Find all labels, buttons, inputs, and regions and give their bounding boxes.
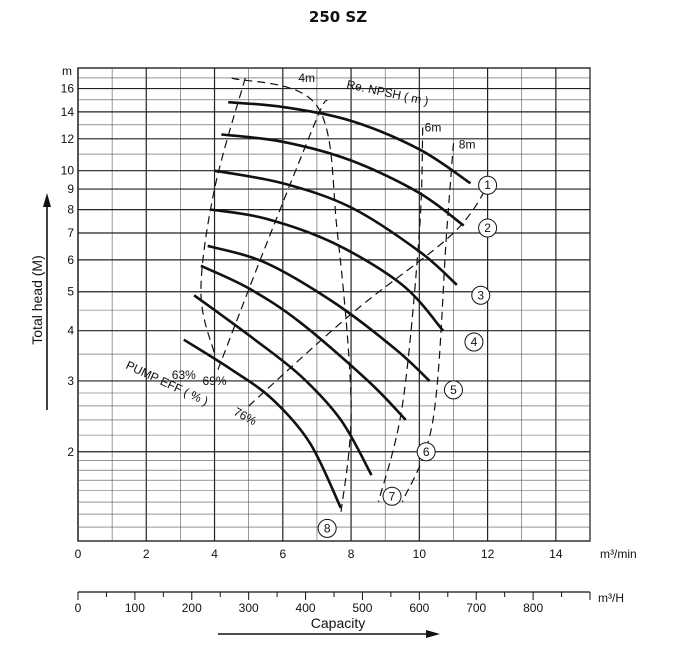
y-tick-label: 10 — [61, 164, 75, 178]
pump-curve-4 — [210, 208, 445, 332]
pump-curve-8 — [183, 338, 342, 509]
curve-label-circle — [416, 442, 436, 462]
secondary-x-axis: 0 100 200 300 400 500 600 700 800 — [75, 591, 591, 615]
y-tick-label: 3 — [67, 374, 74, 388]
grid — [77, 67, 591, 542]
npsh-line-4m — [231, 77, 352, 515]
x-axis-label: Capacity — [311, 615, 365, 631]
curve-label-circle — [478, 218, 498, 238]
curve-number-labels: 1 2 3 4 5 6 7 8 — [317, 175, 498, 538]
curve-label-5: 5 — [450, 383, 457, 397]
efficiency-label: 63% — [172, 368, 196, 382]
x-tick-label: 10 — [413, 547, 427, 561]
pump-curve-5 — [207, 244, 431, 382]
curve-label-8: 8 — [324, 521, 331, 535]
x-tick-label: 2 — [143, 547, 150, 561]
y-tick-label: 8 — [67, 203, 74, 217]
npsh-label: 8m — [459, 138, 476, 152]
y-axis-label: Total head (M) — [29, 255, 45, 344]
curve-label-1: 1 — [484, 178, 491, 192]
x-tick-label: 8 — [348, 547, 355, 561]
npsh-label: 6m — [425, 121, 442, 135]
curve-label-2: 2 — [484, 221, 491, 235]
y-axis-arrowhead — [43, 193, 51, 207]
curve-label-circle — [478, 175, 498, 195]
curve-label-circle — [382, 486, 402, 506]
curve-label-circle — [464, 332, 484, 352]
efficiency-lines: 63% 69% 76% — [172, 77, 492, 429]
efficiency-line-63% — [200, 77, 246, 355]
y-tick-label: 2 — [67, 445, 74, 459]
pump-curve-1 — [228, 100, 472, 185]
x2-tick-label: 800 — [523, 601, 543, 615]
x2-tick-label: 500 — [352, 601, 372, 615]
efficiency-label: 76% — [231, 405, 259, 429]
efficiency-label: 69% — [203, 374, 227, 388]
y-tick-label: 5 — [67, 285, 74, 299]
x-tick-label: 14 — [549, 547, 563, 561]
npsh-lines: 4m 6m 8m — [231, 71, 476, 515]
x2-tick-label: 0 — [75, 601, 82, 615]
pump-curve-6 — [200, 264, 407, 421]
x2-tick-label: 100 — [125, 601, 145, 615]
curve-label-circle — [471, 285, 491, 305]
x2-tick-label: 400 — [296, 601, 316, 615]
curve-label-7: 7 — [389, 489, 396, 503]
npsh-line-6m — [377, 127, 424, 503]
curve-label-6: 6 — [423, 445, 430, 459]
curve-label-circle — [317, 518, 337, 538]
npsh-line-8m — [401, 143, 455, 503]
efficiency-line-76% — [248, 179, 492, 407]
y-tick-label: 4 — [67, 324, 74, 338]
y-tick-label: 12 — [61, 132, 75, 146]
curve-label-4: 4 — [471, 335, 478, 349]
npsh-title: Re. NPSH ( m ) — [345, 77, 429, 108]
y-tick-label: 14 — [61, 105, 75, 119]
y-tick-label: 16 — [61, 82, 75, 96]
efficiency-title: PUMP EFF ( % ) — [124, 358, 211, 408]
x2-tick-label: 300 — [239, 601, 259, 615]
x-axis-arrowhead — [426, 630, 440, 638]
x-unit-label: m³/min — [600, 547, 637, 561]
efficiency-line-69% — [217, 99, 328, 370]
pump-curves — [183, 100, 472, 509]
pump-curve-2 — [221, 133, 465, 227]
curve-label-3: 3 — [477, 288, 484, 302]
y-tick-label: 7 — [67, 226, 74, 240]
x-tick-label: 0 — [75, 547, 82, 561]
pump-curve-3 — [214, 169, 458, 286]
curve-label-circle — [443, 380, 463, 400]
x-tick-label: 6 — [279, 547, 286, 561]
x2-tick-label: 600 — [409, 601, 429, 615]
x2-tick-label: 700 — [466, 601, 486, 615]
x2-tick-label: 200 — [182, 601, 202, 615]
y-tick-label: 6 — [67, 253, 74, 267]
y-tick-label: 9 — [67, 182, 74, 196]
x-tick-label: 12 — [481, 547, 495, 561]
chart-title: 250 SZ — [309, 8, 367, 26]
npsh-label: 4m — [298, 71, 315, 85]
y-unit-label: m — [62, 64, 72, 78]
x2-unit-label: m³/H — [598, 591, 624, 605]
x-tick-label: 4 — [211, 547, 218, 561]
